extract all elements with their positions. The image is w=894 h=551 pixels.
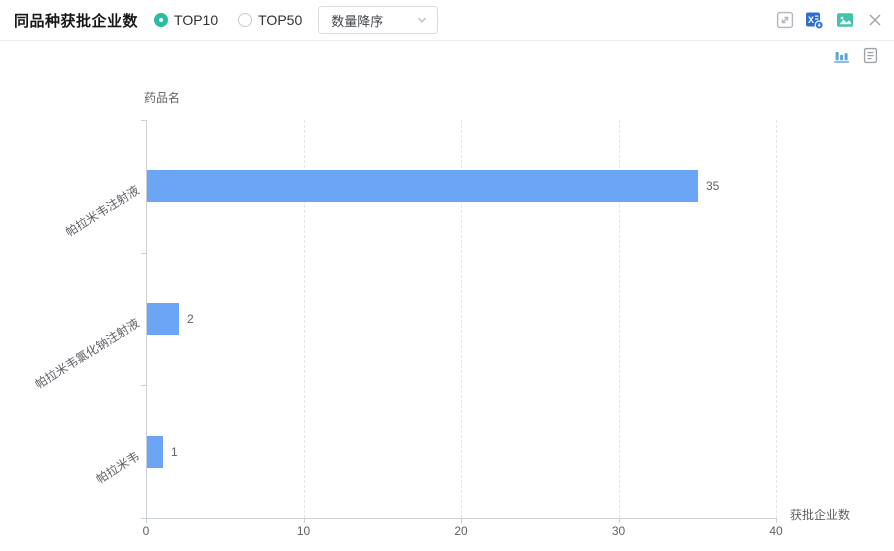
y-axis-tick: [141, 252, 146, 254]
gridline: [461, 120, 462, 518]
close-icon[interactable]: [865, 11, 884, 30]
gridline: [776, 120, 777, 518]
expand-icon[interactable]: [775, 11, 794, 30]
radio-top10[interactable]: TOP10: [154, 12, 218, 28]
sort-order-select[interactable]: 数量降序: [318, 6, 439, 34]
gridline: [618, 120, 620, 518]
x-axis-tick: [461, 518, 462, 523]
header-action-icons: X: [775, 11, 884, 30]
radio-button-icon[interactable]: [238, 13, 253, 27]
gridline: [303, 120, 305, 518]
save-image-icon[interactable]: [835, 11, 854, 30]
bar-value-label: 1: [171, 444, 178, 459]
x-axis-tick: [618, 518, 620, 523]
excel-export-icon[interactable]: X: [805, 11, 824, 30]
svg-text:X: X: [808, 15, 814, 25]
panel-header: 同品种获批企业数 TOP10 TOP50 数量降序: [0, 0, 894, 41]
panel-title: 同品种获批企业数: [14, 12, 139, 30]
chevron-down-icon: [416, 14, 428, 26]
bar[interactable]: [147, 435, 163, 468]
sort-order-value: 数量降序: [331, 13, 384, 29]
x-axis-title: 获批企业数: [790, 508, 851, 522]
radio-button-icon[interactable]: [154, 13, 169, 27]
bar-value-label: 35: [706, 179, 720, 194]
x-tick-label: 0: [142, 524, 150, 538]
x-tick-label: 30: [611, 524, 626, 538]
top-n-radio-group: TOP10 TOP50: [154, 12, 302, 28]
y-category-label: 帕拉米韦氯化钠注射液: [32, 316, 142, 392]
bar-chart-view-icon[interactable]: [833, 47, 850, 64]
x-tick-label: 10: [296, 524, 311, 538]
y-axis-tick: [141, 518, 146, 519]
x-axis-line: [146, 518, 776, 519]
bar[interactable]: [147, 170, 698, 203]
y-axis-tick: [141, 385, 146, 387]
view-toggle: [833, 47, 878, 64]
x-tick-label: 40: [769, 524, 783, 538]
radio-top50-label: TOP50: [258, 12, 303, 28]
x-axis-tick: [146, 518, 147, 523]
x-axis-tick: [303, 518, 305, 523]
bar[interactable]: [147, 303, 179, 335]
y-category-label: 帕拉米韦注射液: [63, 183, 142, 240]
table-view-icon[interactable]: [863, 47, 878, 64]
y-axis-tick: [141, 120, 146, 121]
radio-top50[interactable]: TOP50: [238, 12, 302, 28]
radio-top10-label: TOP10: [174, 12, 219, 28]
x-axis-tick: [776, 518, 777, 523]
y-axis-title: 药品名: [144, 91, 181, 105]
y-axis-line: [146, 120, 147, 518]
y-category-label: 帕拉米韦: [93, 448, 142, 487]
bar-value-label: 2: [187, 312, 194, 326]
x-tick-label: 20: [454, 524, 468, 538]
